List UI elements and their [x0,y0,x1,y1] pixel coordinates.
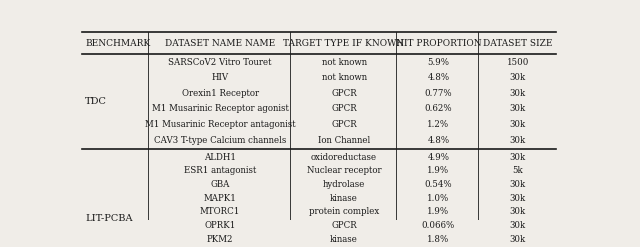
Text: GPCR: GPCR [332,221,357,230]
Text: GPCR: GPCR [332,120,357,129]
Text: hydrolase: hydrolase [323,180,365,189]
Text: 30k: 30k [509,194,526,203]
Text: CAV3 T-type Calcium channels: CAV3 T-type Calcium channels [154,136,286,145]
Text: GPCR: GPCR [332,89,357,98]
Text: kinase: kinase [330,194,358,203]
Text: 1.9%: 1.9% [428,166,449,175]
Text: 0.54%: 0.54% [424,180,452,189]
Text: 30k: 30k [509,104,526,113]
Text: 1.9%: 1.9% [428,207,449,216]
Text: SARSCoV2 Vitro Touret: SARSCoV2 Vitro Touret [168,58,272,67]
Text: not known: not known [321,73,367,82]
Text: 4.9%: 4.9% [428,153,449,162]
Text: PKM2: PKM2 [207,235,234,244]
Text: Ion Channel: Ion Channel [318,136,371,145]
Text: MAPK1: MAPK1 [204,194,237,203]
Text: protein complex: protein complex [309,207,380,216]
Text: 30k: 30k [509,207,526,216]
Text: 1.2%: 1.2% [428,120,449,129]
Text: 30k: 30k [509,153,526,162]
Text: 0.77%: 0.77% [424,89,452,98]
Text: oxidoreductase: oxidoreductase [311,153,377,162]
Text: 4.8%: 4.8% [428,136,449,145]
Text: BENCHMARK: BENCHMARK [85,39,150,48]
Text: 5.9%: 5.9% [428,58,449,67]
Text: 1.8%: 1.8% [428,235,449,244]
Text: ESR1 antagonist: ESR1 antagonist [184,166,256,175]
Text: 4.8%: 4.8% [428,73,449,82]
Text: TARGET TYPE IF KNOWN: TARGET TYPE IF KNOWN [284,39,404,48]
Text: 30k: 30k [509,136,526,145]
Text: 30k: 30k [509,73,526,82]
Text: 30k: 30k [509,120,526,129]
Text: GPCR: GPCR [332,104,357,113]
Text: not known: not known [321,58,367,67]
Text: 30k: 30k [509,221,526,230]
Text: LIT-PCBA: LIT-PCBA [85,214,132,223]
Text: TDC: TDC [85,97,107,106]
Text: HIT PROPORTION: HIT PROPORTION [396,39,481,48]
Text: 30k: 30k [509,235,526,244]
Text: MTORC1: MTORC1 [200,207,240,216]
Text: 0.62%: 0.62% [424,104,452,113]
Text: M1 Musarinic Receptor antagonist: M1 Musarinic Receptor antagonist [145,120,296,129]
Text: 0.066%: 0.066% [422,221,455,230]
Text: HIV: HIV [212,73,228,82]
Text: 30k: 30k [509,180,526,189]
Text: Nuclear receptor: Nuclear receptor [307,166,381,175]
Text: 1500: 1500 [506,58,529,67]
Text: M1 Musarinic Receptor agonist: M1 Musarinic Receptor agonist [152,104,289,113]
Text: DATASET NAME NAME: DATASET NAME NAME [165,39,275,48]
Text: GBA: GBA [211,180,230,189]
Text: DATASET SIZE: DATASET SIZE [483,39,552,48]
Text: OPRK1: OPRK1 [204,221,236,230]
Text: ALDH1: ALDH1 [204,153,236,162]
Text: 5k: 5k [513,166,523,175]
Text: Orexin1 Receptor: Orexin1 Receptor [182,89,259,98]
Text: 1.0%: 1.0% [428,194,449,203]
Text: kinase: kinase [330,235,358,244]
Text: 30k: 30k [509,89,526,98]
